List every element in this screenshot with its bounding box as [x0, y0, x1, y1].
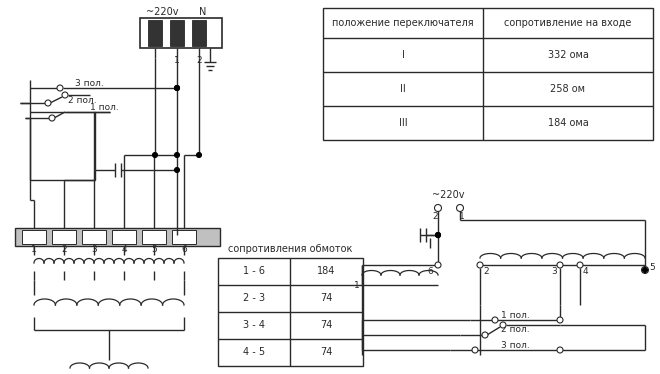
Circle shape [477, 262, 483, 268]
Circle shape [500, 322, 506, 328]
Text: 3 пол.: 3 пол. [501, 340, 529, 349]
Circle shape [642, 267, 647, 273]
Circle shape [57, 85, 63, 91]
Circle shape [642, 267, 647, 273]
Text: III: III [399, 118, 407, 128]
Circle shape [174, 86, 180, 91]
Circle shape [436, 233, 440, 237]
Bar [172, 230, 196, 244]
Circle shape [45, 100, 51, 106]
Text: 1 пол.: 1 пол. [501, 310, 529, 319]
Text: 2: 2 [61, 245, 67, 254]
Text: 258 ом: 258 ом [550, 84, 585, 94]
Circle shape [642, 267, 649, 273]
Text: 1 пол.: 1 пол. [90, 102, 119, 111]
Circle shape [436, 233, 440, 237]
Bar [192, 20, 206, 46]
Circle shape [174, 86, 180, 91]
Text: 3 - 4: 3 - 4 [243, 320, 265, 330]
Text: ~220v: ~220v [146, 7, 178, 17]
Text: N: N [199, 7, 207, 17]
Text: 184 ома: 184 ома [548, 118, 588, 128]
Circle shape [557, 317, 563, 323]
Text: 184: 184 [317, 266, 336, 276]
Text: 4: 4 [121, 245, 127, 254]
Bar [140, 18, 222, 48]
Circle shape [435, 262, 441, 268]
Text: 5: 5 [649, 264, 655, 273]
Text: 3: 3 [551, 267, 557, 276]
Text: положение переключателя: положение переключателя [332, 18, 474, 28]
Bar [82, 230, 106, 244]
Circle shape [482, 332, 488, 338]
Circle shape [197, 153, 201, 157]
Bar [52, 230, 76, 244]
Text: 74: 74 [320, 347, 333, 357]
Text: 1: 1 [354, 280, 360, 289]
Circle shape [472, 347, 478, 353]
Text: 5: 5 [151, 245, 157, 254]
Circle shape [457, 205, 463, 212]
Text: 3 пол.: 3 пол. [75, 79, 104, 88]
Text: 74: 74 [320, 293, 333, 303]
Bar [15, 228, 220, 246]
Text: 1 - 6: 1 - 6 [243, 266, 265, 276]
Text: 2: 2 [196, 55, 202, 64]
Bar [112, 230, 136, 244]
Text: II: II [400, 84, 406, 94]
Text: 6: 6 [181, 245, 187, 254]
Bar [148, 20, 162, 46]
Text: 1: 1 [174, 55, 180, 64]
Text: 3: 3 [91, 245, 97, 254]
Text: 1: 1 [459, 212, 465, 221]
Text: 74: 74 [320, 320, 333, 330]
Bar [170, 20, 184, 46]
Circle shape [152, 153, 158, 157]
Text: 2: 2 [483, 267, 488, 276]
Text: I: I [401, 50, 405, 60]
Text: 2 - 3: 2 - 3 [243, 293, 265, 303]
Text: 2 пол.: 2 пол. [501, 325, 529, 334]
Circle shape [174, 153, 180, 157]
Text: 332 ома: 332 ома [548, 50, 589, 60]
Circle shape [434, 205, 442, 212]
Text: ~220v: ~220v [432, 190, 464, 200]
Bar [218, 258, 363, 366]
Text: 6: 6 [427, 267, 433, 276]
Bar [22, 230, 46, 244]
Bar [323, 8, 653, 140]
Circle shape [174, 168, 180, 172]
Circle shape [557, 262, 563, 268]
Text: сопротивления обмоток: сопротивления обмоток [228, 244, 352, 254]
Circle shape [49, 115, 55, 121]
Text: 4: 4 [583, 267, 589, 276]
Circle shape [62, 92, 68, 98]
Text: 2: 2 [432, 212, 438, 221]
Circle shape [577, 262, 583, 268]
Bar [142, 230, 166, 244]
Text: 1: 1 [31, 245, 37, 254]
Circle shape [492, 317, 498, 323]
Text: сопротивление на входе: сопротивление на входе [504, 18, 632, 28]
Text: 2 пол.: 2 пол. [68, 95, 96, 104]
Text: 4 - 5: 4 - 5 [243, 347, 265, 357]
Circle shape [557, 347, 563, 353]
